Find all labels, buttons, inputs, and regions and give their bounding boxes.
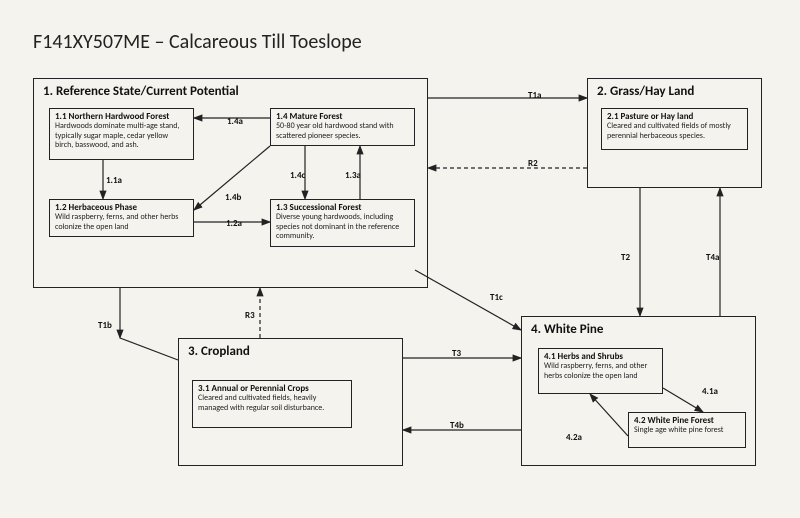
edge-label-1-4c: 1.4c: [290, 170, 305, 181]
edge-label-t2: T2: [621, 252, 630, 263]
phase-1-1-desc: Hardwoods dominate multi-age stand, typi…: [55, 122, 188, 150]
edge-label-1-4a: 1.4a: [227, 116, 243, 127]
phase-3-1: 3.1 Annual or Perennial Crops Cleared an…: [192, 380, 352, 428]
phase-4-1: 4.1 Herbs and Shrubs Wild raspberry, fer…: [538, 348, 663, 394]
phase-4-1-desc: Wild raspberry, ferns, and other herbs c…: [544, 362, 657, 380]
page-title: F141XY507ME – Calcareous Till Toeslope: [33, 30, 362, 54]
edge-label-1-4b: 1.4b: [225, 192, 241, 203]
edge-label-1-2a: 1.2a: [226, 218, 242, 229]
state-3-title: 3. Cropland: [188, 344, 250, 359]
edge-label-4-1a: 4.1a: [702, 386, 718, 397]
phase-1-4: 1.4 Mature Forest 50-80 year old hardwoo…: [270, 108, 415, 146]
edge-label-1-1a: 1.1a: [106, 175, 122, 186]
edge-label-t1a: T1a: [528, 90, 541, 101]
phase-4-2: 4.2 White Pine Forest Single age white p…: [628, 412, 746, 448]
state-1-title: 1. Reference State/Current Potential: [43, 84, 239, 99]
phase-3-1-desc: Cleared and cultivated fields, heavily m…: [198, 394, 346, 412]
state-4-title: 4. White Pine: [531, 322, 603, 337]
edge-label-r2: R2: [528, 158, 538, 169]
phase-1-3-desc: Diverse young hardwoods, including speci…: [276, 213, 409, 241]
phase-2-1-desc: Cleared and cultivated fields of mostly …: [607, 122, 742, 140]
edge-label-t4b: T4b: [450, 420, 464, 431]
phase-2-1: 2.1 Pasture or Hay land Cleared and cult…: [601, 108, 748, 150]
phase-1-1: 1.1 Northern Hardwood Forest Hardwoods d…: [49, 108, 194, 160]
edge-label-r3: R3: [245, 310, 255, 321]
edge-label-4-2a: 4.2a: [566, 432, 582, 443]
edge-label-t3: T3: [452, 348, 461, 359]
phase-1-4-desc: 50-80 year old hardwood stand with scatt…: [276, 122, 409, 140]
phase-1-3: 1.3 Successional Forest Diverse young ha…: [270, 199, 415, 247]
state-2-title: 2. Grass/Hay Land: [597, 84, 694, 99]
phase-1-2-desc: Wild raspberry, ferns, and other herbs c…: [55, 213, 188, 231]
phase-1-2: 1.2 Herbaceous Phase Wild raspberry, fer…: [49, 199, 194, 237]
phase-4-2-desc: Single age white pine forest: [634, 426, 740, 435]
edge-label-1-3a: 1.3a: [345, 170, 361, 181]
edge-label-t4a: T4a: [706, 252, 719, 263]
edge-label-t1b: T1b: [98, 320, 112, 331]
edge-label-t1c: T1c: [490, 292, 503, 303]
